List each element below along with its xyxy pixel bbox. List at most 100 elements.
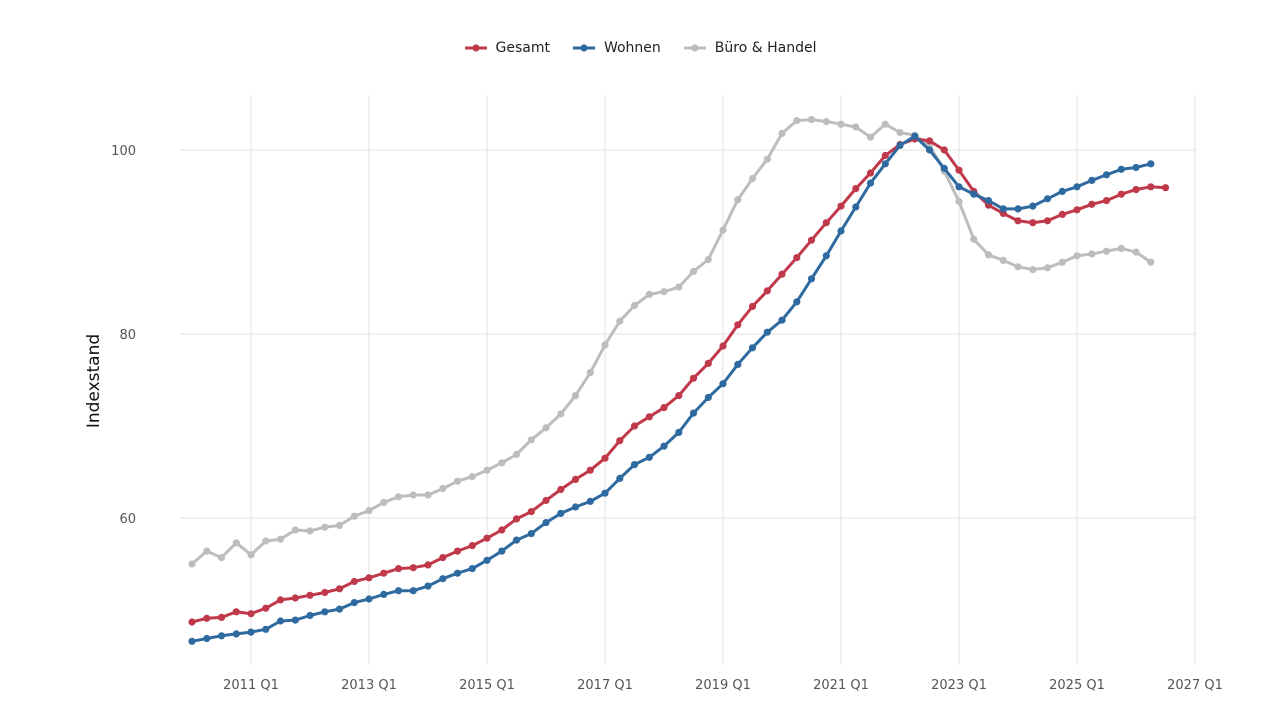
data-point-gesamt (439, 554, 447, 562)
data-point-b-ro-handel (734, 196, 742, 204)
data-point-gesamt (1147, 183, 1155, 191)
data-point-b-ro-handel (778, 129, 786, 137)
data-point-wohnen (483, 556, 491, 564)
data-point-wohnen (970, 190, 978, 198)
data-point-b-ro-handel (630, 301, 639, 310)
data-point-b-ro-handel (719, 226, 727, 234)
legend-item-gesamt[interactable]: Gesamt (464, 40, 550, 56)
data-point-b-ro-handel (704, 255, 712, 264)
x-tick-label: 2023 Q1 (931, 678, 987, 693)
data-point-wohnen (822, 252, 830, 260)
data-point-gesamt (630, 422, 639, 430)
data-point-gesamt (247, 610, 255, 618)
data-point-wohnen (498, 547, 506, 555)
data-point-gesamt (881, 151, 889, 160)
data-point-wohnen (601, 489, 609, 497)
data-point-b-ro-handel (837, 120, 845, 128)
data-point-wohnen (616, 474, 624, 482)
data-point-gesamt (1117, 190, 1125, 198)
data-point-wohnen (321, 608, 329, 616)
data-point-b-ro-handel (365, 507, 373, 515)
data-point-gesamt (734, 321, 742, 329)
data-point-wohnen (1014, 205, 1022, 213)
data-point-wohnen (557, 509, 565, 517)
x-tick-label: 2017 Q1 (577, 678, 633, 693)
data-point-gesamt (660, 404, 668, 412)
data-point-wohnen (232, 630, 240, 638)
data-point-b-ro-handel (1117, 244, 1125, 252)
data-point-gesamt (1088, 200, 1096, 208)
data-point-wohnen (217, 632, 226, 640)
data-point-b-ro-handel (424, 491, 432, 499)
chart-legend: Gesamt Wohnen Büro & Handel (0, 40, 1280, 56)
data-point-wohnen (704, 393, 712, 402)
data-point-b-ro-handel (468, 473, 476, 481)
data-point-gesamt (616, 437, 624, 445)
data-point-gesamt (586, 466, 594, 474)
data-point-b-ro-handel (645, 290, 653, 298)
data-point-b-ro-handel (335, 521, 344, 530)
data-point-wohnen (335, 605, 344, 613)
data-point-wohnen (1058, 187, 1066, 195)
legend-key-buero-handel (683, 44, 706, 52)
data-point-b-ro-handel (571, 392, 580, 400)
data-point-wohnen (925, 146, 934, 154)
y-axis-title: Indexstand (84, 334, 104, 428)
data-point-wohnen (512, 536, 521, 544)
y-tick-label: 100 (111, 144, 136, 159)
data-point-wohnen (439, 575, 447, 583)
data-point-gesamt (527, 508, 535, 516)
x-tick-label: 2013 Q1 (341, 678, 397, 693)
data-point-wohnen (748, 344, 757, 352)
data-point-gesamt (601, 454, 609, 462)
data-point-wohnen (1088, 176, 1096, 184)
data-point-gesamt (675, 392, 683, 400)
data-point-b-ro-handel (394, 493, 403, 501)
data-point-b-ro-handel (483, 466, 491, 474)
data-point-b-ro-handel (527, 436, 535, 444)
data-point-wohnen (586, 497, 594, 505)
data-point-b-ro-handel (1073, 252, 1081, 260)
data-point-wohnen (1043, 195, 1052, 203)
data-point-gesamt (335, 585, 344, 593)
data-point-gesamt (498, 526, 506, 534)
data-point-gesamt (306, 591, 314, 599)
data-point-b-ro-handel (1088, 250, 1096, 258)
data-point-wohnen (911, 132, 919, 140)
data-point-b-ro-handel (262, 537, 270, 545)
data-point-wohnen (630, 461, 639, 469)
data-point-gesamt (380, 569, 388, 577)
data-point-wohnen (453, 569, 462, 577)
data-point-wohnen (527, 530, 535, 538)
data-point-wohnen (852, 203, 860, 211)
y-tick-label: 60 (119, 512, 136, 527)
data-point-b-ro-handel (1058, 258, 1066, 266)
x-tick-label: 2027 Q1 (1167, 678, 1223, 693)
data-point-wohnen (778, 316, 786, 324)
data-point-wohnen (689, 409, 698, 417)
data-point-gesamt (1043, 217, 1052, 225)
data-point-gesamt (1132, 186, 1140, 194)
data-point-wohnen (542, 519, 550, 527)
data-point-b-ro-handel (999, 256, 1007, 264)
data-point-gesamt (748, 302, 757, 310)
data-point-wohnen (837, 227, 845, 235)
legend-item-buero-handel[interactable]: Büro & Handel (683, 40, 816, 56)
data-point-gesamt (704, 359, 712, 367)
data-point-b-ro-handel (439, 485, 447, 493)
data-point-gesamt (512, 515, 521, 523)
data-point-wohnen (763, 328, 771, 336)
data-point-gesamt (852, 185, 860, 193)
data-point-gesamt (1073, 206, 1081, 214)
data-point-wohnen (571, 503, 580, 511)
y-tick-label: 80 (119, 328, 136, 343)
data-point-b-ro-handel (763, 155, 771, 163)
data-point-b-ro-handel (881, 120, 889, 128)
data-point-wohnen (409, 587, 417, 595)
data-point-gesamt (571, 475, 580, 483)
legend-item-wohnen[interactable]: Wohnen (572, 40, 661, 56)
data-point-b-ro-handel (542, 424, 550, 432)
series-line-wohnen (190, 134, 1153, 643)
data-point-b-ro-handel (896, 128, 904, 137)
